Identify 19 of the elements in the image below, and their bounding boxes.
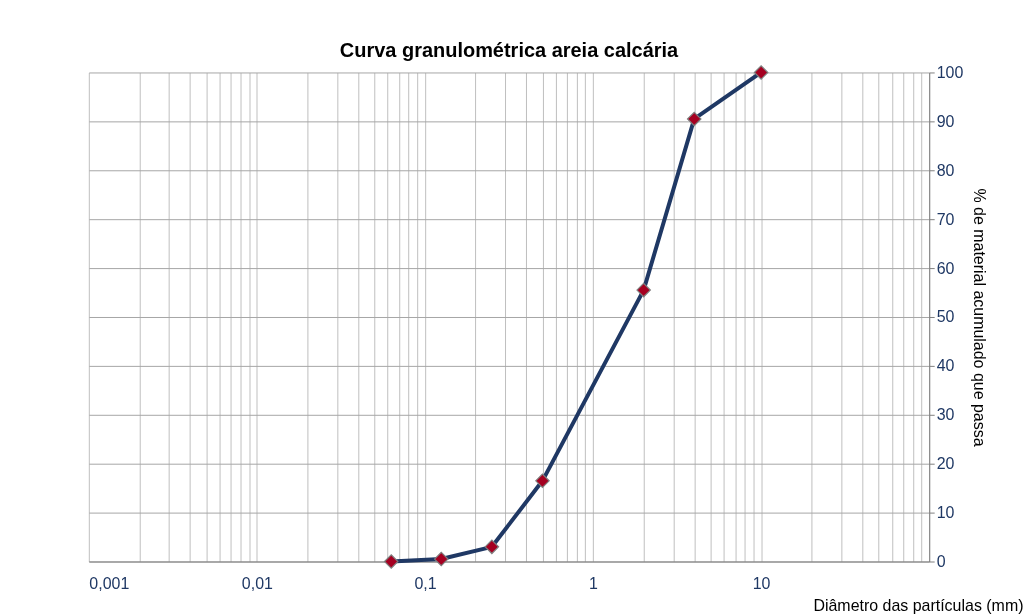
y-tick-label: 10 [936, 504, 955, 522]
y-tick-label: 30 [936, 406, 955, 424]
x-tick-label: 1 [589, 574, 599, 592]
x-tick-label: 10 [752, 574, 771, 592]
y-tick-label: 40 [936, 357, 955, 375]
y-tick-label: 90 [936, 112, 955, 130]
y-tick-label: 20 [936, 455, 955, 473]
y-tick-label: 100 [936, 63, 964, 81]
y-tick-label: 0 [936, 553, 946, 570]
y-axis-title: % de material acumulado que passa [971, 188, 989, 447]
x-tick-label: 0,001 [89, 574, 130, 592]
y-tick-label: 60 [936, 259, 955, 277]
x-tick-label: 0,1 [414, 574, 437, 592]
chart-title: Curva granulométrica areia calcária [339, 39, 680, 62]
y-tick-label: 50 [936, 308, 955, 326]
x-tick-label: 0,01 [241, 574, 274, 592]
y-tick-label: 70 [936, 210, 955, 228]
y-tick-label: 80 [936, 161, 955, 179]
x-axis-title: Diâmetro das partículas (mm) [813, 596, 1024, 614]
